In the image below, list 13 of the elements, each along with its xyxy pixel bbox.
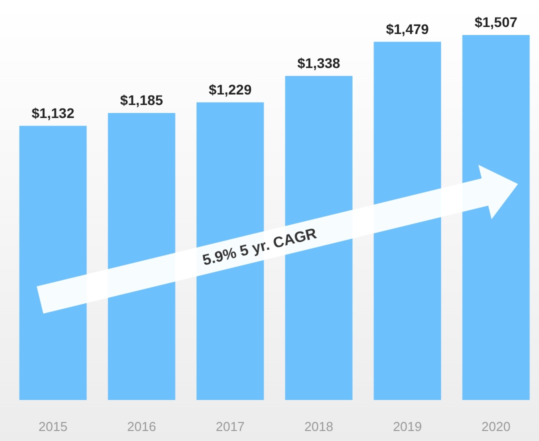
x-tick-label: 2018 — [304, 419, 334, 434]
data-label: $1,338 — [297, 54, 340, 71]
x-tick-label: 2020 — [482, 419, 510, 434]
annotation: 5.9% 5 yr. CAGR — [200, 225, 319, 270]
x-tick-label: 2017 — [216, 419, 245, 434]
data-label: $1,229 — [208, 81, 252, 98]
data-label: $1,507 — [474, 14, 518, 30]
x-tick-label: 2019 — [392, 419, 422, 434]
data-label: $1,479 — [386, 20, 430, 37]
data-label: $1,185 — [120, 92, 164, 108]
x-tick-label: 2015 — [38, 419, 68, 434]
x-tick-label: 2016 — [127, 419, 156, 434]
data-label: $1,132 — [32, 104, 75, 121]
